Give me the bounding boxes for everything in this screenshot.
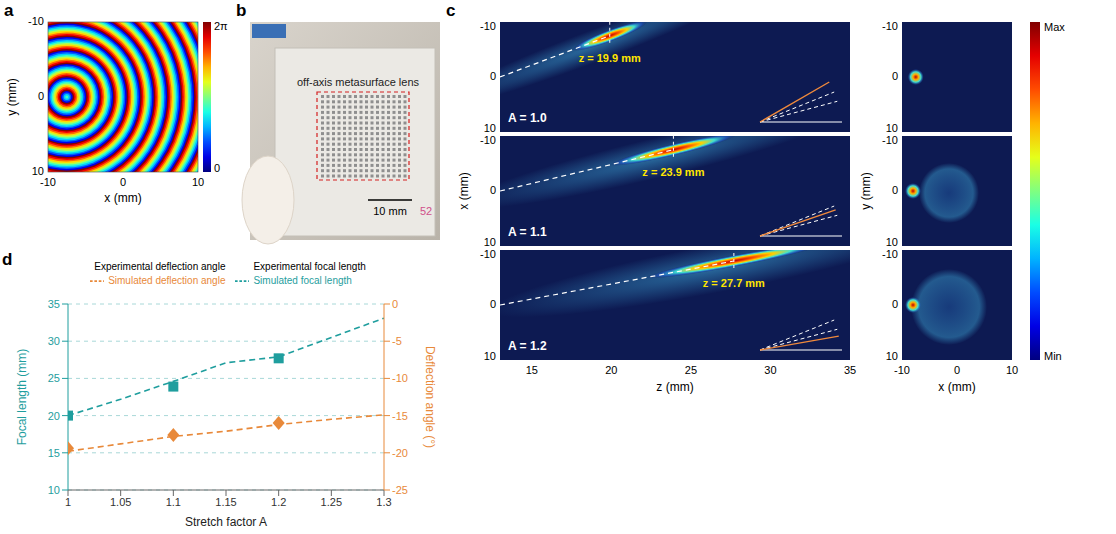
svg-text:y (mm): y (mm) [5, 78, 19, 115]
svg-text:-20: -20 [392, 447, 408, 459]
svg-text:b: b [236, 1, 246, 20]
svg-text:10: 10 [192, 176, 204, 188]
svg-text:20: 20 [48, 410, 60, 422]
svg-text:off-axis metasurface lens: off-axis metasurface lens [297, 76, 420, 88]
svg-text:2π: 2π [214, 20, 228, 32]
svg-text:-15: -15 [392, 410, 408, 422]
svg-text:z (mm): z (mm) [656, 380, 693, 394]
svg-text:-10: -10 [882, 20, 898, 32]
svg-text:-10: -10 [882, 248, 898, 260]
svg-text:1.2: 1.2 [271, 496, 286, 508]
html-text:d: d [2, 250, 13, 269]
svg-text:1.3: 1.3 [376, 496, 391, 508]
svg-text:z = 19.9 mm: z = 19.9 mm [579, 52, 641, 64]
svg-text:y (mm): y (mm) [859, 172, 873, 209]
html-text:Experimental deflection angle: Experimental deflection angle [94, 260, 226, 272]
svg-text:z = 27.7 mm: z = 27.7 mm [703, 277, 765, 289]
svg-text:25: 25 [48, 372, 60, 384]
svg-text:10: 10 [1006, 364, 1018, 376]
svg-text:a: a [4, 1, 14, 20]
svg-text:15: 15 [526, 364, 538, 376]
svg-text:1.25: 1.25 [321, 496, 342, 508]
html-text:Simulated deflection angle: Simulated deflection angle [108, 274, 226, 286]
svg-text:x (mm): x (mm) [457, 172, 471, 209]
svg-text:-10: -10 [28, 15, 44, 27]
svg-text:10: 10 [484, 236, 496, 248]
svg-text:0: 0 [392, 298, 398, 310]
svg-text:10: 10 [886, 122, 898, 134]
svg-text:1: 1 [65, 496, 71, 508]
svg-text:10: 10 [31, 164, 44, 177]
svg-text:10: 10 [886, 236, 898, 248]
svg-text:Max: Max [1044, 21, 1065, 33]
svg-text:A = 1.2: A = 1.2 [508, 339, 547, 353]
svg-text:-10: -10 [480, 20, 496, 32]
svg-text:Min: Min [1044, 350, 1062, 362]
svg-text:0: 0 [120, 176, 126, 188]
svg-text:0: 0 [490, 298, 496, 310]
svg-text:0: 0 [892, 298, 898, 310]
svg-text:0: 0 [490, 70, 496, 82]
svg-text:10: 10 [886, 350, 898, 362]
svg-text:10: 10 [484, 350, 496, 362]
svg-text:x (mm): x (mm) [938, 380, 975, 394]
svg-text:52: 52 [420, 205, 432, 217]
svg-text:-25: -25 [392, 484, 408, 496]
svg-text:35: 35 [48, 298, 60, 310]
svg-text:20: 20 [605, 364, 617, 376]
svg-text:-10: -10 [480, 248, 496, 260]
svg-text:-10: -10 [894, 364, 910, 376]
svg-text:0: 0 [214, 162, 220, 174]
svg-text:-5: -5 [392, 335, 402, 347]
svg-text:0: 0 [892, 184, 898, 196]
svg-text:c: c [446, 1, 455, 20]
svg-text:1.15: 1.15 [215, 496, 236, 508]
svg-text:30: 30 [764, 364, 776, 376]
svg-text:30: 30 [48, 335, 60, 347]
svg-text:35: 35 [844, 364, 856, 376]
svg-text:0: 0 [954, 364, 960, 376]
svg-text:10: 10 [484, 122, 496, 134]
svg-text:1.05: 1.05 [110, 496, 131, 508]
svg-text:x (mm): x (mm) [104, 191, 141, 205]
svg-text:A = 1.0: A = 1.0 [508, 111, 547, 125]
svg-text:Deflection angle (°): Deflection angle (°) [423, 346, 437, 448]
svg-text:0: 0 [38, 90, 44, 102]
svg-text:0: 0 [490, 184, 496, 196]
svg-text:15: 15 [48, 447, 60, 459]
svg-text:-10: -10 [392, 372, 408, 384]
html-text:Experimental focal length: Experimental focal length [253, 260, 366, 272]
svg-text:-10: -10 [40, 176, 56, 188]
svg-text:-10: -10 [480, 134, 496, 146]
svg-text:-10: -10 [882, 134, 898, 146]
svg-text:1.1: 1.1 [166, 496, 181, 508]
svg-text:z = 23.9 mm: z = 23.9 mm [642, 166, 704, 178]
svg-text:10 mm: 10 mm [373, 205, 407, 217]
svg-text:Focal length (mm): Focal length (mm) [16, 349, 29, 446]
svg-text:Stretch factor A: Stretch factor A [185, 515, 267, 529]
svg-text:25: 25 [685, 364, 697, 376]
svg-text:10: 10 [48, 484, 60, 496]
html-text:Simulated focal length: Simulated focal length [253, 274, 352, 286]
svg-text:0: 0 [892, 70, 898, 82]
svg-text:A = 1.1: A = 1.1 [508, 225, 547, 239]
